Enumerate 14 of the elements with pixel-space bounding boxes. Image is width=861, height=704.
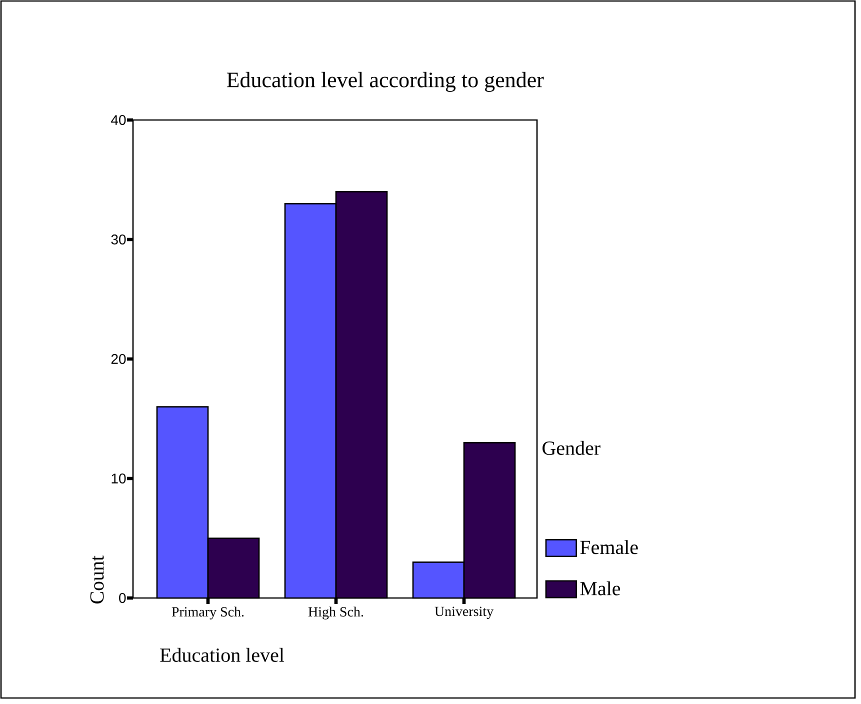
legend-title: Gender bbox=[542, 440, 600, 455]
x-tick-label: University bbox=[434, 606, 494, 619]
legend-label: Female bbox=[580, 540, 638, 554]
y-tick-label: 30 bbox=[111, 234, 126, 244]
y-tick-label: 20 bbox=[111, 354, 126, 364]
y-axis-title: Count bbox=[90, 556, 104, 604]
x-axis-title: Education level bbox=[160, 648, 284, 662]
x-tick-label: High Sch. bbox=[308, 606, 364, 620]
chart-title: Education level according to gender bbox=[226, 72, 544, 92]
legend-label: Male bbox=[580, 581, 620, 596]
y-tick-label: 40 bbox=[111, 115, 126, 125]
x-tick-label: Primary Sch. bbox=[172, 606, 244, 620]
y-tick-label: 0 bbox=[119, 593, 126, 603]
y-tick-label: 10 bbox=[112, 474, 126, 484]
